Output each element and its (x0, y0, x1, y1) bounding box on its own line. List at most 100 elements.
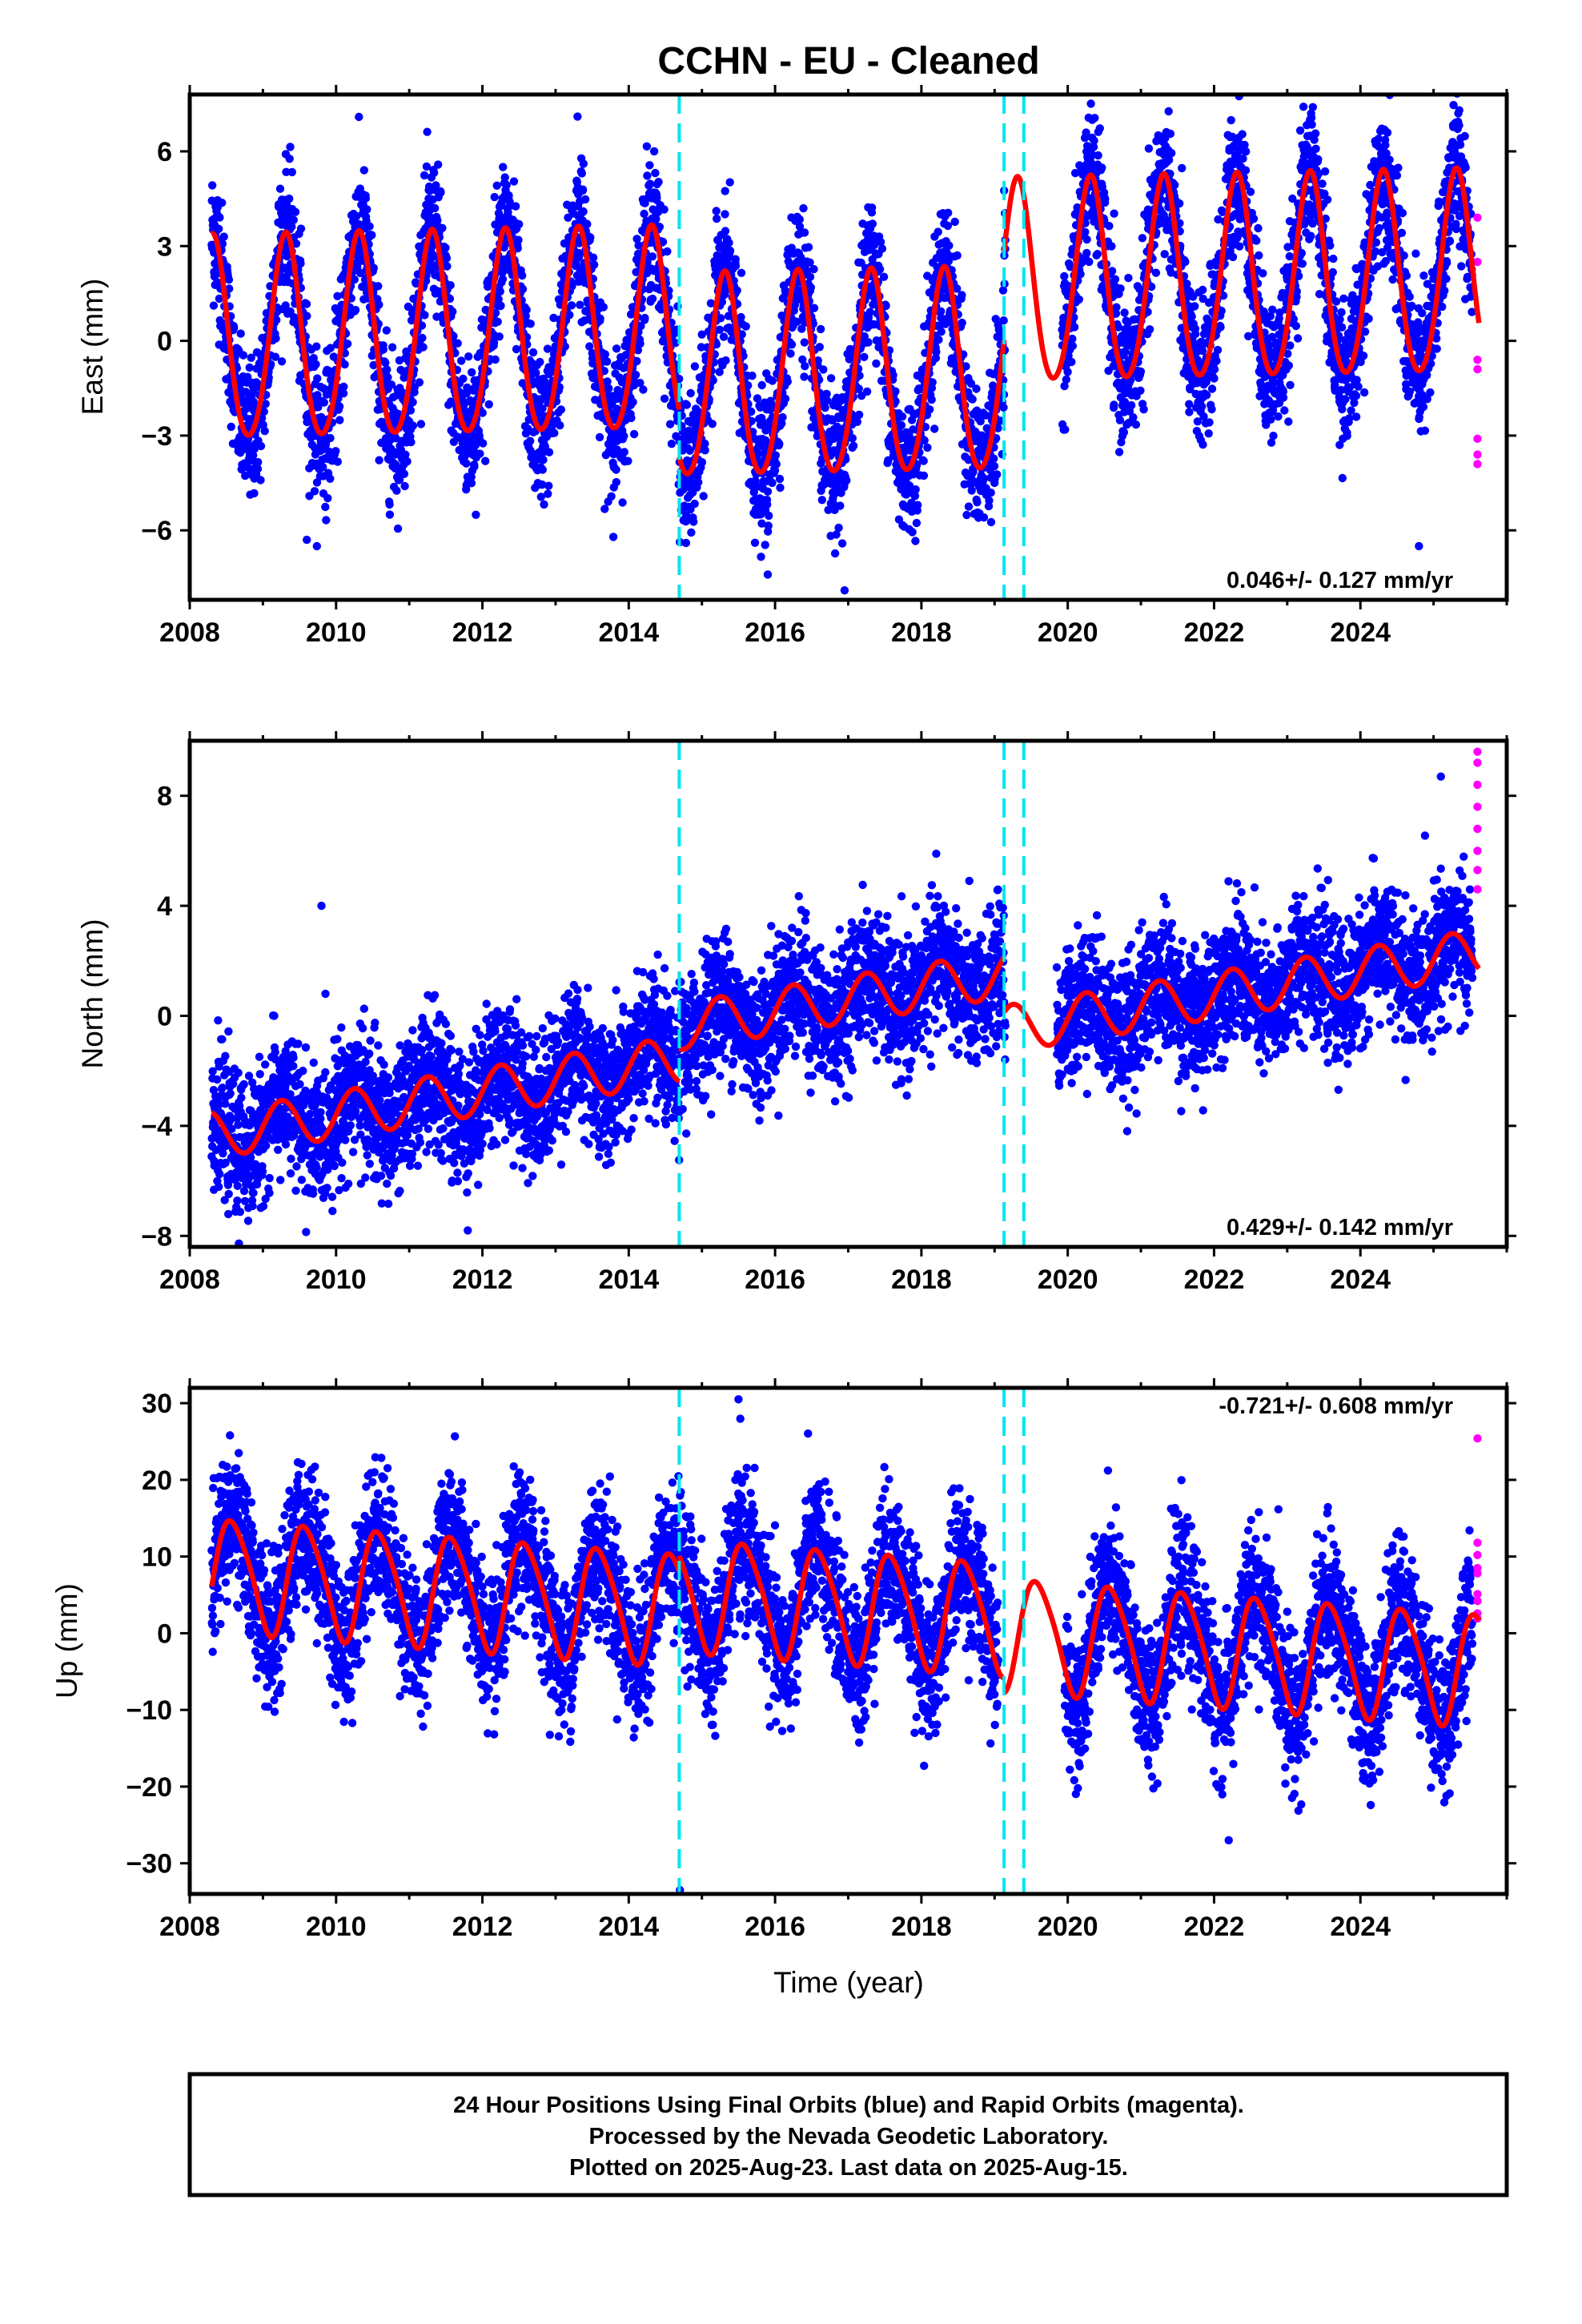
east-observation-point (953, 251, 962, 260)
east-observation-point (419, 343, 428, 352)
east-observation-point (660, 394, 669, 403)
east-observation-point (875, 265, 885, 274)
east-observation-point (712, 207, 721, 215)
east-observation-point (230, 324, 239, 332)
east-observation-point (586, 233, 595, 242)
east-observation-point (403, 457, 412, 466)
east-observation-point (1249, 214, 1259, 223)
east-observation-point (1175, 199, 1184, 208)
east-observation-point (877, 244, 887, 253)
east-observation-point (303, 312, 311, 320)
east-observation-point (1120, 308, 1129, 317)
east-observation-point (596, 314, 604, 323)
east-observation-point (218, 239, 227, 248)
east-observation-point (526, 436, 535, 445)
east-observation-point (908, 528, 917, 537)
east-observation-point (950, 217, 959, 227)
east-observation-point (1095, 124, 1105, 133)
east-observation-point (1227, 115, 1235, 125)
east-observation-point (973, 498, 982, 507)
east-observation-point (227, 422, 235, 432)
east-observation-point (930, 424, 939, 433)
east-observation-point (682, 400, 692, 409)
east-observation-point (842, 476, 851, 485)
east-observation-point (392, 486, 401, 495)
east-observation-point (1062, 375, 1071, 384)
east-observation-point (247, 353, 255, 362)
east-observation-point (708, 420, 717, 428)
east-observation-point (699, 492, 708, 501)
east-observation-point (579, 207, 588, 216)
east-observation-point (420, 311, 429, 320)
east-observation-point (467, 479, 476, 488)
east-observation-point (750, 538, 760, 547)
east-observation-point (442, 254, 452, 263)
east-observation-point (239, 351, 248, 360)
east-observation-point (643, 171, 652, 180)
east-observation-point (612, 465, 620, 474)
east-observation-point (771, 451, 780, 460)
east-observation-point (648, 294, 657, 304)
east-observation-point (518, 271, 527, 280)
east-observation-point (816, 324, 825, 334)
east-observation-point (499, 163, 508, 171)
east-observation-point (1116, 284, 1125, 293)
east-observation-point (809, 264, 818, 274)
east-observation-point (721, 210, 729, 219)
east-observation-point (913, 501, 922, 509)
east-observation-point (826, 374, 836, 383)
east-observation-point (1082, 248, 1091, 258)
east-observation-point (1207, 384, 1217, 393)
east-observation-point (1185, 400, 1194, 408)
east-observation-point (1238, 130, 1247, 139)
east-observation-point (639, 385, 648, 394)
east-observation-point (512, 202, 520, 211)
east-observation-point (322, 516, 331, 525)
east-observation-point (589, 260, 599, 269)
east-observation-point (764, 521, 773, 530)
east-observation-point (830, 549, 840, 558)
east-observation-point (579, 159, 588, 168)
east-observation-point (1110, 400, 1118, 409)
east-observation-point (1107, 242, 1116, 251)
east-observation-point (493, 317, 502, 326)
east-observation-point (1126, 400, 1136, 410)
east-observation-point (801, 362, 809, 371)
east-observation-point (468, 368, 476, 377)
east-observation-point (1119, 428, 1129, 436)
east-observation-point (277, 357, 287, 366)
east-observation-point (363, 205, 371, 214)
east-observation-point (359, 166, 368, 175)
east-observation-point (256, 476, 265, 485)
east-observation-point (1167, 149, 1176, 158)
east-observation-point (872, 359, 881, 368)
east-observation-point (713, 214, 721, 223)
east-observation-point (1207, 404, 1216, 414)
east-observation-point (920, 436, 929, 445)
east-observation-point (1085, 257, 1094, 267)
east-observation-point (1067, 357, 1076, 367)
east-observation-point (528, 348, 538, 357)
east-observation-point (986, 517, 996, 527)
east-observation-point (1166, 129, 1175, 139)
east-observation-point (441, 243, 450, 252)
east-observation-point (302, 300, 311, 308)
east-observation-point (599, 303, 608, 312)
east-observation-point (1178, 163, 1186, 173)
east-observation-point (737, 268, 746, 277)
east-observation-point (464, 352, 473, 361)
east-observation-point (775, 474, 785, 484)
east-observation-point (721, 187, 729, 195)
east-observation-point (1110, 275, 1120, 283)
east-panel: 2008 2010 2012 2014 2016 2018 2020 2022 2024−6−3… (76, 85, 1516, 648)
east-observation-point (849, 441, 858, 450)
east-observation-point (311, 360, 320, 369)
east-observation-point (287, 167, 296, 177)
east-observation-point (761, 541, 769, 549)
east-observation-point (540, 500, 548, 509)
east-observation-point (628, 397, 637, 407)
east-observation-point (296, 259, 305, 268)
east-observation-point (1199, 285, 1207, 295)
east-observation-point (775, 440, 784, 448)
east-observation-point (690, 499, 699, 509)
